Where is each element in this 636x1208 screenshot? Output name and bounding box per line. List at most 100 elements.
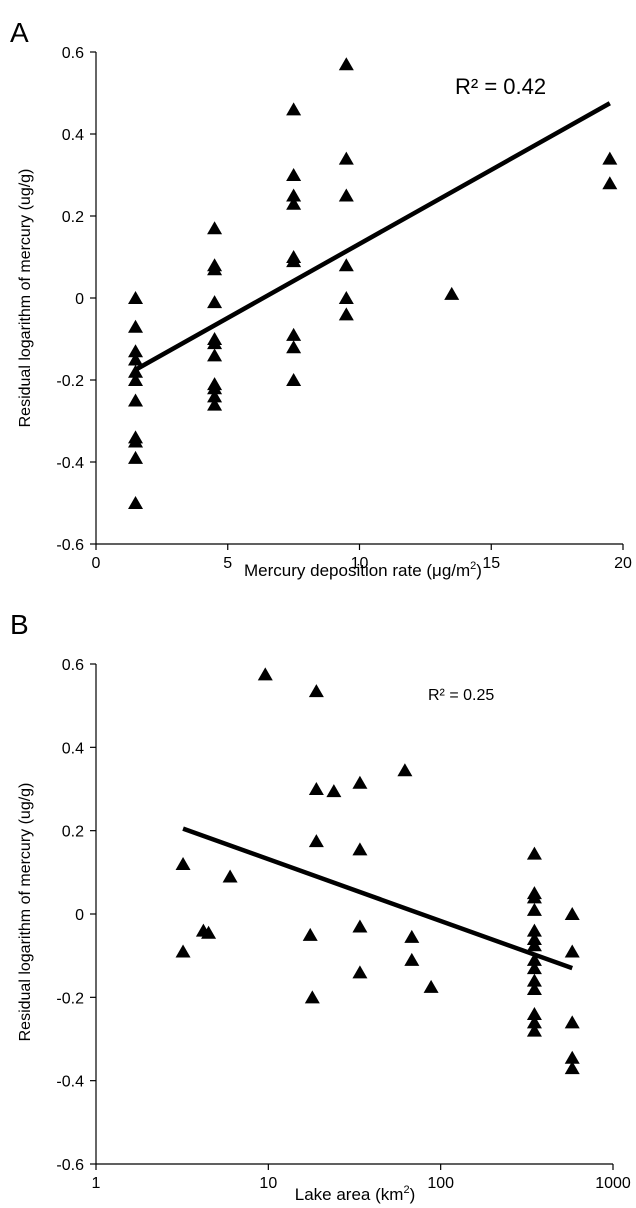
y-tick-label: 0.4 [62, 127, 84, 144]
data-point-triangle [257, 667, 273, 681]
y-ticks-b: -0.6 -0.4 -0.2 0 0.2 0.4 0.6 [56, 657, 96, 1174]
data-point-triangle [201, 925, 217, 939]
x-ticks-b: 1 10 100 1000 [92, 1164, 631, 1192]
data-point-triangle [286, 102, 302, 116]
y-tick-label: -0.2 [56, 373, 84, 390]
data-point-triangle [526, 1023, 542, 1037]
data-point-triangle [175, 857, 191, 870]
data-point-triangle [286, 340, 302, 354]
data-point-triangle [304, 990, 320, 1004]
data-point-triangle [526, 938, 542, 952]
data-point-triangle [352, 775, 368, 789]
y-tick-label: 0.6 [62, 45, 84, 62]
data-point-triangle [404, 929, 420, 943]
data-point-triangle [338, 291, 354, 304]
data-points-a [128, 57, 618, 509]
data-point-triangle [526, 961, 542, 975]
data-point-triangle [526, 902, 542, 916]
data-point-triangle [526, 1015, 542, 1029]
data-point-triangle [175, 944, 191, 958]
y-tick-label: 0.4 [62, 740, 84, 757]
data-point-triangle [308, 684, 324, 698]
data-points-b [175, 667, 580, 1075]
annotation-a: R² = 0.42 [455, 74, 546, 99]
x-tick-label: 5 [223, 555, 232, 572]
data-point-triangle [302, 927, 318, 941]
data-point-triangle [564, 907, 580, 920]
data-point-triangle [128, 450, 144, 464]
y-axis-label-a: Residual logarithm of mercury (ug/g) [17, 169, 34, 428]
data-point-triangle [308, 782, 324, 795]
y-tick-label: 0 [75, 907, 84, 924]
data-point-triangle [526, 846, 542, 860]
data-point-triangle [338, 151, 354, 165]
data-point-triangle [128, 344, 144, 358]
annotation-b: R² = 0.25 [428, 687, 494, 704]
y-tick-label: -0.6 [56, 537, 84, 554]
data-point-triangle [352, 842, 368, 856]
data-point-triangle [326, 784, 342, 798]
data-point-triangle [207, 221, 223, 235]
data-point-triangle [338, 188, 354, 202]
panel-b: B -0.6 -0.4 -0.2 0 0.2 0.4 0.6 1 10 100 1000 R² =… [10, 609, 631, 1204]
data-point-triangle [207, 348, 223, 362]
data-point-triangle [207, 295, 223, 309]
data-point-triangle [128, 496, 144, 509]
data-point-triangle [352, 919, 368, 933]
data-point-triangle [526, 982, 542, 995]
plot-area-b: -0.6 -0.4 -0.2 0 0.2 0.4 0.6 1 10 100 1000 [56, 657, 630, 1192]
x-axis-label-a: Mercury deposition rate (μg/m2) [244, 560, 482, 580]
panel-label-a: A [10, 17, 29, 48]
data-point-triangle [338, 258, 354, 272]
data-point-triangle [128, 434, 144, 448]
data-point-triangle [564, 1061, 580, 1075]
y-tick-label: 0.2 [62, 209, 84, 226]
y-tick-label: -0.4 [56, 455, 84, 472]
data-point-triangle [286, 168, 302, 181]
data-point-triangle [397, 763, 413, 777]
y-ticks-a: -0.6 -0.4 -0.2 0 0.2 0.4 0.6 [56, 45, 96, 554]
panel-label-b: B [10, 609, 29, 640]
data-point-triangle [286, 373, 302, 386]
data-point-triangle [286, 327, 302, 341]
data-point-triangle [128, 364, 144, 378]
data-point-triangle [286, 254, 302, 268]
trendline-a [134, 101, 611, 372]
x-ticks-a: 0 5 10 15 20 [92, 544, 632, 572]
data-point-triangle [128, 291, 144, 304]
data-point-triangle [128, 393, 144, 407]
x-tick-label: 1 [92, 1175, 101, 1192]
y-tick-label: 0.6 [62, 657, 84, 674]
data-point-triangle [564, 1015, 580, 1029]
data-point-triangle [128, 352, 144, 366]
x-tick-label: 20 [614, 555, 632, 572]
data-point-triangle [128, 319, 144, 333]
data-point-triangle [286, 196, 302, 210]
plot-area-a: -0.6 -0.4 -0.2 0 0.2 0.4 0.6 0 5 10 15 20 [56, 45, 632, 572]
panel-a: A -0.6 -0.4 -0.2 0 0.2 0.4 0.6 0 5 10 15 20 R² = 0… [10, 17, 632, 580]
x-tick-label: 1000 [595, 1175, 631, 1192]
data-point-triangle [207, 336, 223, 350]
x-tick-label: 15 [482, 555, 500, 572]
data-point-triangle [526, 923, 542, 937]
data-point-triangle [564, 944, 580, 958]
x-tick-label: 10 [259, 1175, 277, 1192]
trendline-b [182, 826, 573, 971]
data-point-triangle [526, 952, 542, 966]
data-point-triangle [423, 979, 439, 993]
data-point-triangle [526, 1007, 542, 1020]
y-axis-label-b: Residual logarithm of mercury (ug/g) [17, 783, 34, 1042]
y-tick-label: 0 [75, 291, 84, 308]
data-point-triangle [338, 57, 354, 71]
x-axis-label-b: Lake area (km2) [295, 1184, 415, 1204]
data-point-triangle [444, 286, 460, 300]
data-point-triangle [308, 834, 324, 848]
y-tick-label: -0.4 [56, 1074, 84, 1091]
x-tick-label: 0 [92, 555, 101, 572]
data-point-triangle [207, 258, 223, 272]
data-point-triangle [207, 389, 223, 403]
y-tick-label: -0.6 [56, 1157, 84, 1174]
data-point-triangle [526, 890, 542, 904]
y-tick-label: -0.2 [56, 990, 84, 1007]
